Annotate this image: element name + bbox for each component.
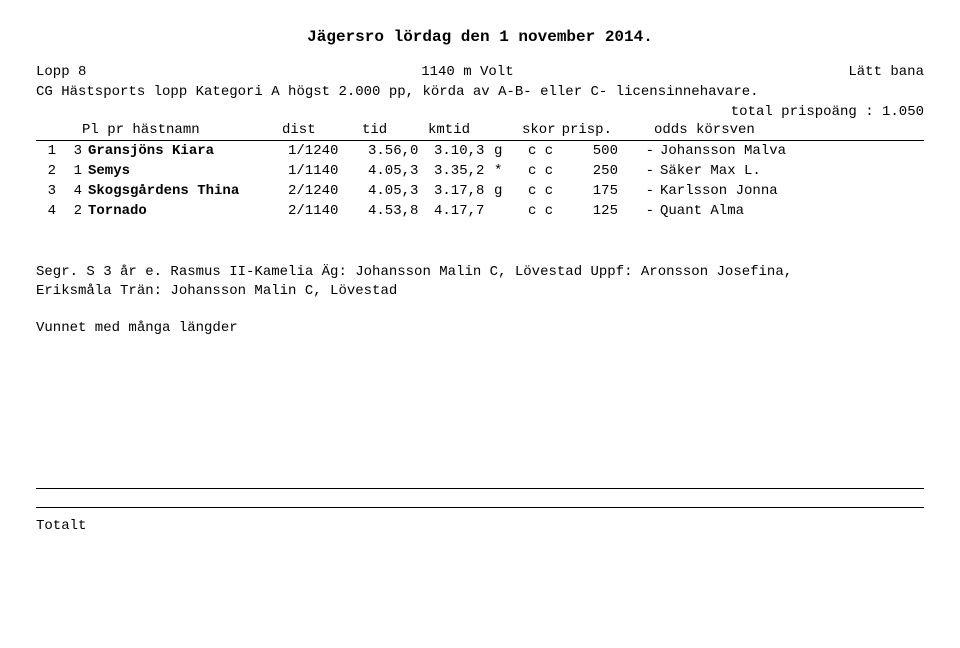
cell-prisp: 175 xyxy=(562,183,618,199)
page-title: Jägersro lördag den 1 november 2014. xyxy=(36,28,924,46)
hdr-tid: tid xyxy=(362,122,428,138)
notes-block: Segr. S 3 år e. Rasmus II-Kamelia Äg: Jo… xyxy=(36,263,924,338)
cell-pl: 2 xyxy=(36,163,56,179)
cell-kmtid: 3.10,3 xyxy=(434,143,494,159)
cell-pr: 4 xyxy=(56,183,82,199)
cell-prisp: 500 xyxy=(562,143,618,159)
cell-pl: 3 xyxy=(36,183,56,199)
note-line-2: Eriksmåla Trän: Johansson Malin C, Löves… xyxy=(36,282,924,301)
cell-odds: - xyxy=(618,163,654,179)
cell-odds: - xyxy=(618,183,654,199)
cell-name: Gransjöns Kiara xyxy=(82,143,288,159)
race-track: Lätt bana xyxy=(848,64,924,80)
cell-name: Semys xyxy=(82,163,288,179)
cell-korsven: Karlsson Jonna xyxy=(654,183,924,199)
hdr-pl-pr-name: Pl pr hästnamn xyxy=(82,122,282,138)
table-row: 21Semys1/11404.05,33.35,2*c c250-Säker M… xyxy=(36,163,924,179)
cell-flag: * xyxy=(494,163,528,179)
cell-korsven: Säker Max L. xyxy=(654,163,924,179)
hdr-skor: skor xyxy=(522,122,556,138)
cell-odds: - xyxy=(618,143,654,159)
note-line-1: Segr. S 3 år e. Rasmus II-Kamelia Äg: Jo… xyxy=(36,263,924,282)
hdr-odds-korsven: odds körsven xyxy=(648,122,924,138)
table-row: 42Tornado2/11404.53,84.17,7 c c125-Quant … xyxy=(36,203,924,219)
cell-flag: g xyxy=(494,183,528,199)
cell-name: Tornado xyxy=(82,203,288,219)
cell-prisp: 250 xyxy=(562,163,618,179)
column-headers: Pl pr hästnamn dist tid kmtid skor prisp… xyxy=(36,122,924,138)
note-line-3: Vunnet med många längder xyxy=(36,319,924,338)
cell-tid: 4.05,3 xyxy=(368,163,434,179)
hdr-prisp: prisp. xyxy=(556,122,612,138)
race-label: Lopp 8 xyxy=(36,64,86,80)
cell-korsven: Johansson Malva xyxy=(654,143,924,159)
cell-tid: 4.53,8 xyxy=(368,203,434,219)
cell-dist: 1/1240 xyxy=(288,143,368,159)
cell-skor: c c xyxy=(528,163,562,179)
cell-pl: 1 xyxy=(36,143,56,159)
cell-dist: 2/1240 xyxy=(288,183,368,199)
cell-pr: 2 xyxy=(56,203,82,219)
cell-dist: 2/1140 xyxy=(288,203,368,219)
cell-prisp: 125 xyxy=(562,203,618,219)
race-distance: 1140 m Volt xyxy=(421,64,513,80)
cell-dist: 1/1140 xyxy=(288,163,368,179)
cell-odds: - xyxy=(618,203,654,219)
hdr-dist: dist xyxy=(282,122,362,138)
cell-kmtid: 4.17,7 xyxy=(434,203,494,219)
divider-bottom-1 xyxy=(36,488,924,489)
race-description: CG Hästsports lopp Kategori A högst 2.00… xyxy=(36,84,924,100)
cell-skor: c c xyxy=(528,183,562,199)
cell-korsven: Quant Alma xyxy=(654,203,924,219)
table-row: 13Gransjöns Kiara1/12403.56,03.10,3gc c5… xyxy=(36,143,924,159)
cell-skor: c c xyxy=(528,143,562,159)
cell-tid: 3.56,0 xyxy=(368,143,434,159)
cell-kmtid: 3.35,2 xyxy=(434,163,494,179)
cell-pl: 4 xyxy=(36,203,56,219)
cell-kmtid: 3.17,8 xyxy=(434,183,494,199)
cell-pr: 1 xyxy=(56,163,82,179)
cell-tid: 4.05,3 xyxy=(368,183,434,199)
hdr-kmtid: kmtid xyxy=(428,122,488,138)
results-table: 13Gransjöns Kiara1/12403.56,03.10,3gc c5… xyxy=(36,143,924,219)
race-header: Lopp 8 1140 m Volt Lätt bana xyxy=(36,64,924,80)
cell-name: Skogsgårdens Thina xyxy=(82,183,288,199)
totalt-label: Totalt xyxy=(36,518,924,534)
cell-flag: g xyxy=(494,143,528,159)
divider-top xyxy=(36,140,924,141)
cell-pr: 3 xyxy=(56,143,82,159)
table-row: 34Skogsgårdens Thina2/12404.05,33.17,8gc… xyxy=(36,183,924,199)
prize-line: total prispoäng : 1.050 xyxy=(36,104,924,120)
cell-skor: c c xyxy=(528,203,562,219)
divider-bottom-2 xyxy=(36,507,924,508)
